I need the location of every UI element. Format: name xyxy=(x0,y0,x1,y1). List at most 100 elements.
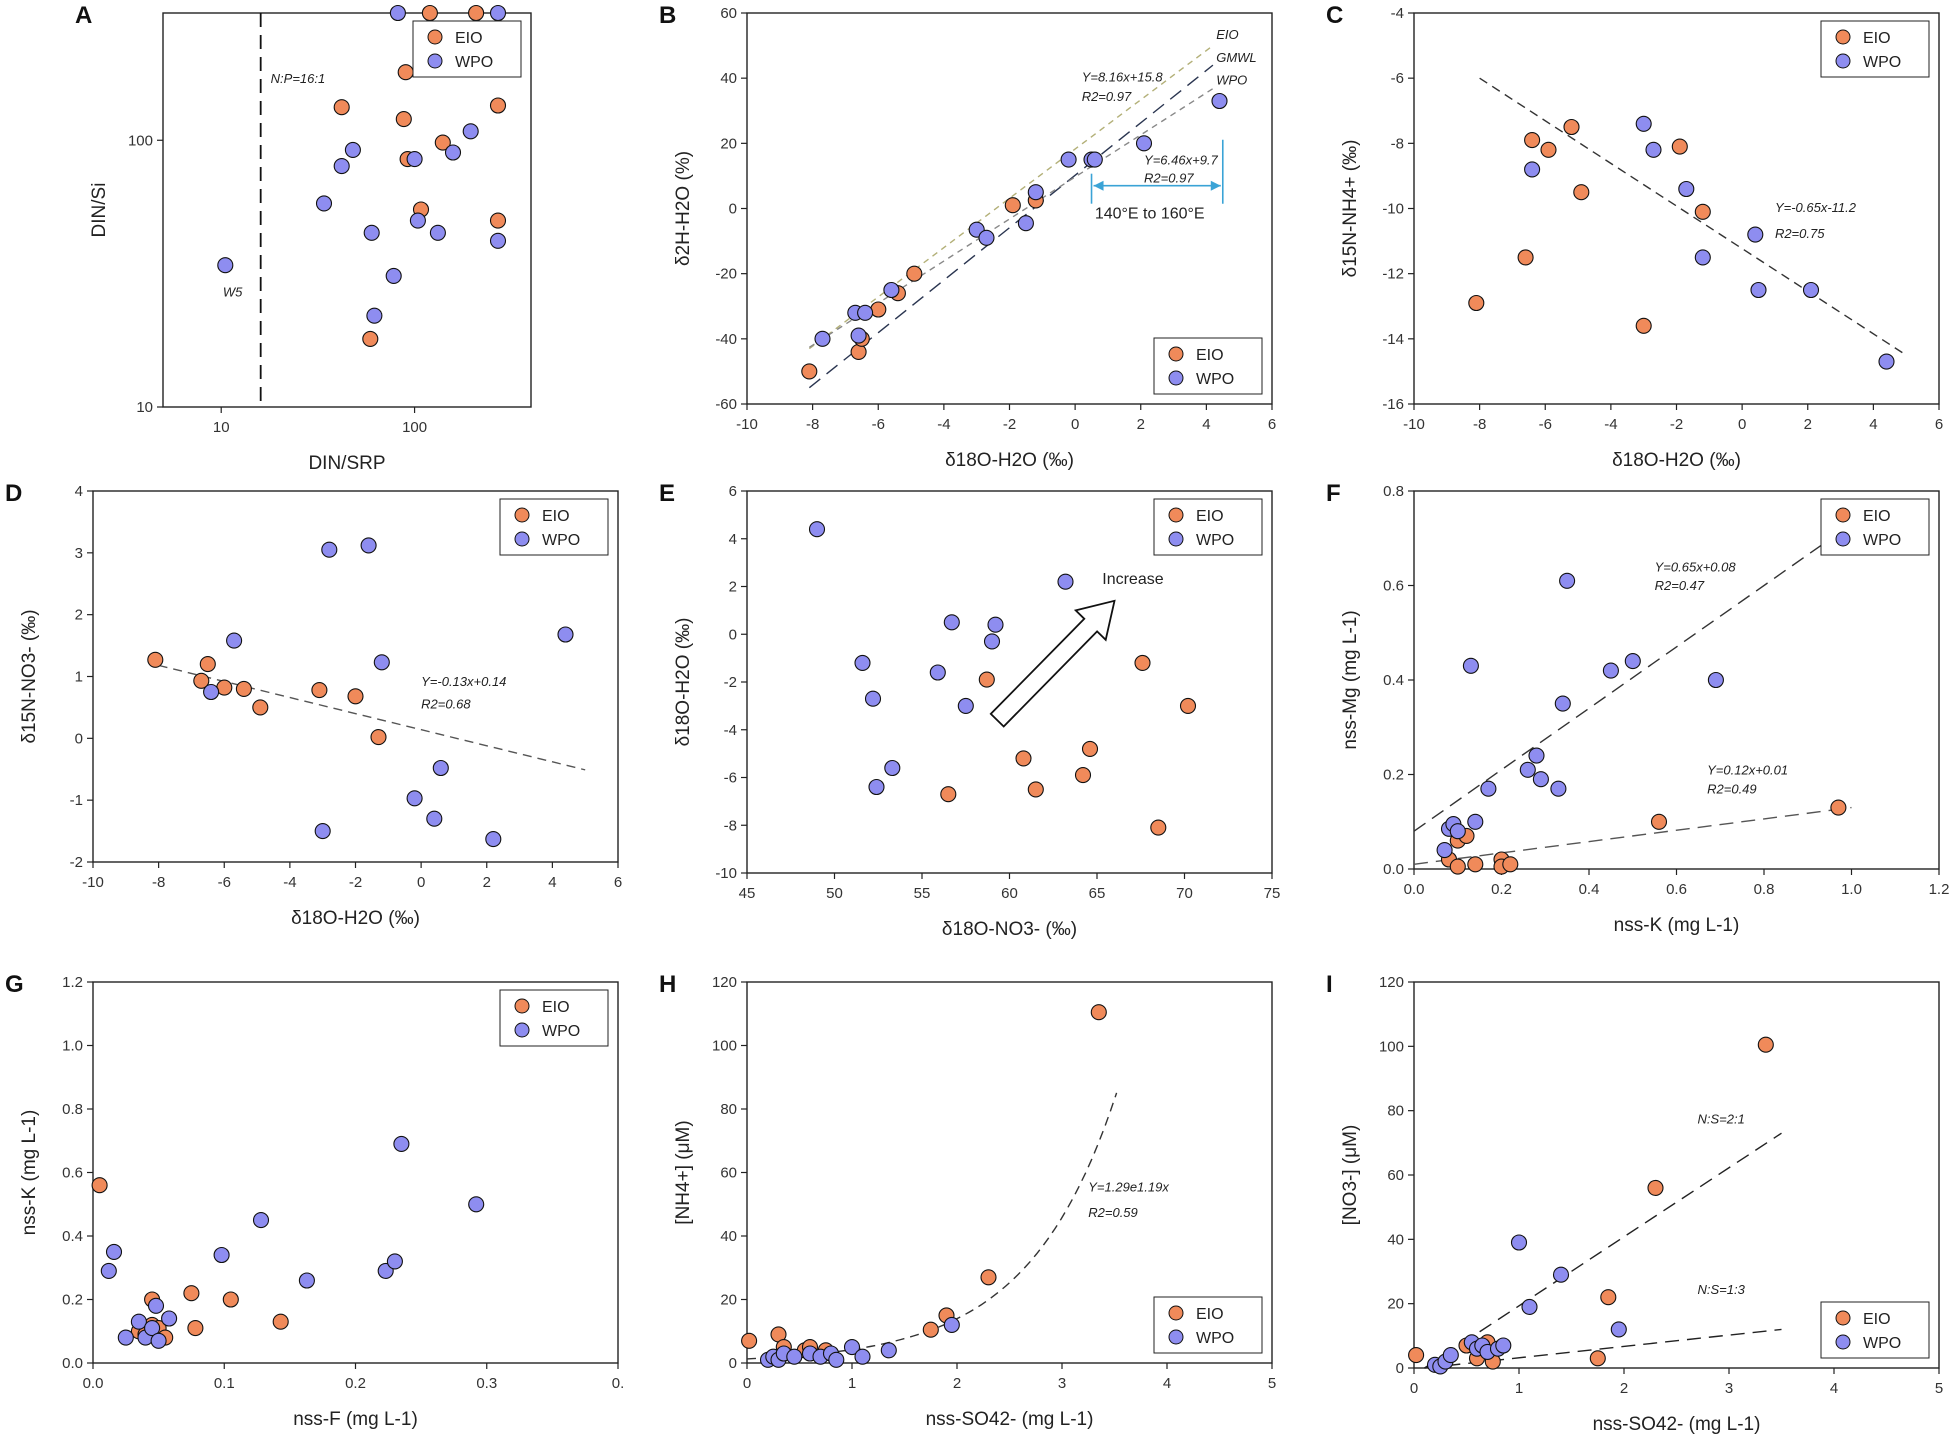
data-point-wpo xyxy=(1532,771,1549,788)
y-tick-label: 4 xyxy=(75,483,83,500)
legend: EIO WPO xyxy=(1153,1296,1263,1354)
data-point-eio xyxy=(1524,132,1541,149)
annotation: N:S=2:1 xyxy=(1698,1112,1745,1127)
legend-box xyxy=(412,20,522,78)
legend-label: WPO xyxy=(1196,532,1234,549)
y-tick-label: -8 xyxy=(1391,135,1404,152)
legend-marker-eio xyxy=(427,29,443,45)
y-tick-label: 2 xyxy=(75,607,83,624)
data-point-wpo xyxy=(386,1253,403,1270)
annotation: Y=8.16x+15.8 xyxy=(1082,69,1164,84)
legend-label: EIO xyxy=(1863,508,1891,525)
legend: EIO WPO xyxy=(1820,20,1930,78)
data-point-eio xyxy=(199,656,216,673)
data-point-wpo xyxy=(1462,657,1479,674)
legend-marker-wpo xyxy=(1168,1329,1184,1345)
data-point-wpo xyxy=(864,690,882,707)
panel-a: A 10 100 10 100 DIN/SRP DIN/Si N:P=16:1 W5 EIO WPO xyxy=(75,2,532,474)
fit-line xyxy=(158,664,586,771)
x-tick-label: 0 xyxy=(417,874,425,891)
x-axis-label: δ18O-H2O (‰) xyxy=(945,450,1074,471)
x-tick-label: 0.0 xyxy=(83,1375,104,1392)
data-point-wpo xyxy=(843,1339,861,1356)
annotation: R2=0.59 xyxy=(1088,1205,1138,1220)
annotation: W5 xyxy=(223,284,243,299)
y-tick-label: -8 xyxy=(724,817,737,834)
annotation: 140°E to 160°E xyxy=(1095,205,1205,222)
y-tick-label: -1 xyxy=(70,792,83,809)
data-point-wpo xyxy=(444,144,462,161)
data-point-eio xyxy=(1573,184,1590,201)
y-tick-label: 0.8 xyxy=(1383,483,1404,500)
data-point-wpo xyxy=(1480,780,1497,797)
data-point-eio xyxy=(252,699,269,716)
data-point-eio xyxy=(1647,1179,1664,1196)
legend-label: EIO xyxy=(1863,30,1891,47)
data-point-wpo xyxy=(1510,1234,1528,1251)
data-point-wpo xyxy=(1467,813,1484,830)
y-tick-label: -16 xyxy=(1382,396,1404,413)
data-point-eio xyxy=(370,729,387,746)
data-point-wpo xyxy=(1027,184,1044,201)
legend-marker-eio xyxy=(1168,346,1184,362)
data-point-wpo xyxy=(314,823,331,840)
y-tick-label: -60 xyxy=(715,396,737,413)
data-point-eio xyxy=(489,97,507,114)
legend-marker-eio xyxy=(1835,1310,1851,1326)
data-point-wpo xyxy=(1552,1266,1570,1283)
x-tick-label: 6 xyxy=(1935,416,1943,433)
legend-label: EIO xyxy=(542,508,570,525)
data-point-wpo xyxy=(373,654,390,671)
data-point-eio xyxy=(906,265,923,282)
legend-marker-wpo xyxy=(1168,370,1184,386)
data-point-wpo xyxy=(321,541,338,558)
y-axis-label: nss-K (mg L-1) xyxy=(19,1110,40,1236)
data-point-eio xyxy=(850,343,867,360)
legend-label: WPO xyxy=(1196,1330,1234,1347)
data-point-eio xyxy=(1600,1289,1617,1306)
y-axis-label: DIN/Si xyxy=(89,183,110,238)
x-tick-label: 2 xyxy=(483,874,491,891)
y-tick-label: -6 xyxy=(724,770,737,787)
data-point-wpo xyxy=(983,633,1001,650)
data-point-wpo xyxy=(1610,1321,1627,1338)
legend-label: EIO xyxy=(1863,1311,1891,1328)
data-point-wpo xyxy=(130,1313,147,1330)
x-tick-label: 0.3 xyxy=(476,1375,497,1392)
panel-letter: C xyxy=(1326,2,1343,29)
legend: EIO WPO xyxy=(499,989,609,1047)
data-point-eio xyxy=(922,1321,939,1338)
fit-line xyxy=(1479,77,1907,356)
data-point-eio xyxy=(1150,819,1167,836)
y-tick-label: 0.0 xyxy=(1383,861,1404,878)
data-point-wpo xyxy=(147,1297,165,1314)
x-tick-label: 2 xyxy=(1620,1380,1628,1397)
panel-b: B-10 -8 -6 -4 -2 0 2 4 6-60-40-200204060δ18O-H2O… xyxy=(659,2,1276,471)
y-tick-label: -2 xyxy=(70,854,83,871)
data-point-wpo xyxy=(854,1348,871,1365)
annotation: R2=0.97 xyxy=(1144,170,1194,185)
increase-arrow xyxy=(989,599,1116,728)
y-tick-label: 2 xyxy=(729,579,737,596)
x-tick-label: 0 xyxy=(1410,1380,1418,1397)
y-axis-label: nss-Mg (mg L-1) xyxy=(1340,610,1361,749)
data-point-wpo xyxy=(1017,215,1034,232)
y-tick-label: 10 xyxy=(136,399,153,416)
x-axis-label: δ18O-H2O (‰) xyxy=(291,908,420,929)
y-axis-label: [NO3-] (μM) xyxy=(1340,1125,1361,1226)
legend-marker-eio xyxy=(514,998,530,1014)
legend-marker-eio xyxy=(514,507,530,523)
data-point-wpo xyxy=(462,123,479,140)
x-tick-label: 0.2 xyxy=(345,1375,366,1392)
x-axis-label: DIN/SRP xyxy=(308,453,385,474)
legend-marker-wpo xyxy=(514,1022,530,1038)
data-point-wpo xyxy=(1524,161,1541,178)
data-point-eio xyxy=(870,301,887,318)
y-tick-label: 80 xyxy=(1387,1103,1404,1120)
data-point-wpo xyxy=(468,1196,485,1213)
annotation: Y=1.29e1.19x xyxy=(1088,1180,1169,1195)
data-point-wpo xyxy=(786,1348,803,1365)
data-point-eio xyxy=(1468,294,1485,312)
data-point-wpo xyxy=(1086,151,1103,168)
